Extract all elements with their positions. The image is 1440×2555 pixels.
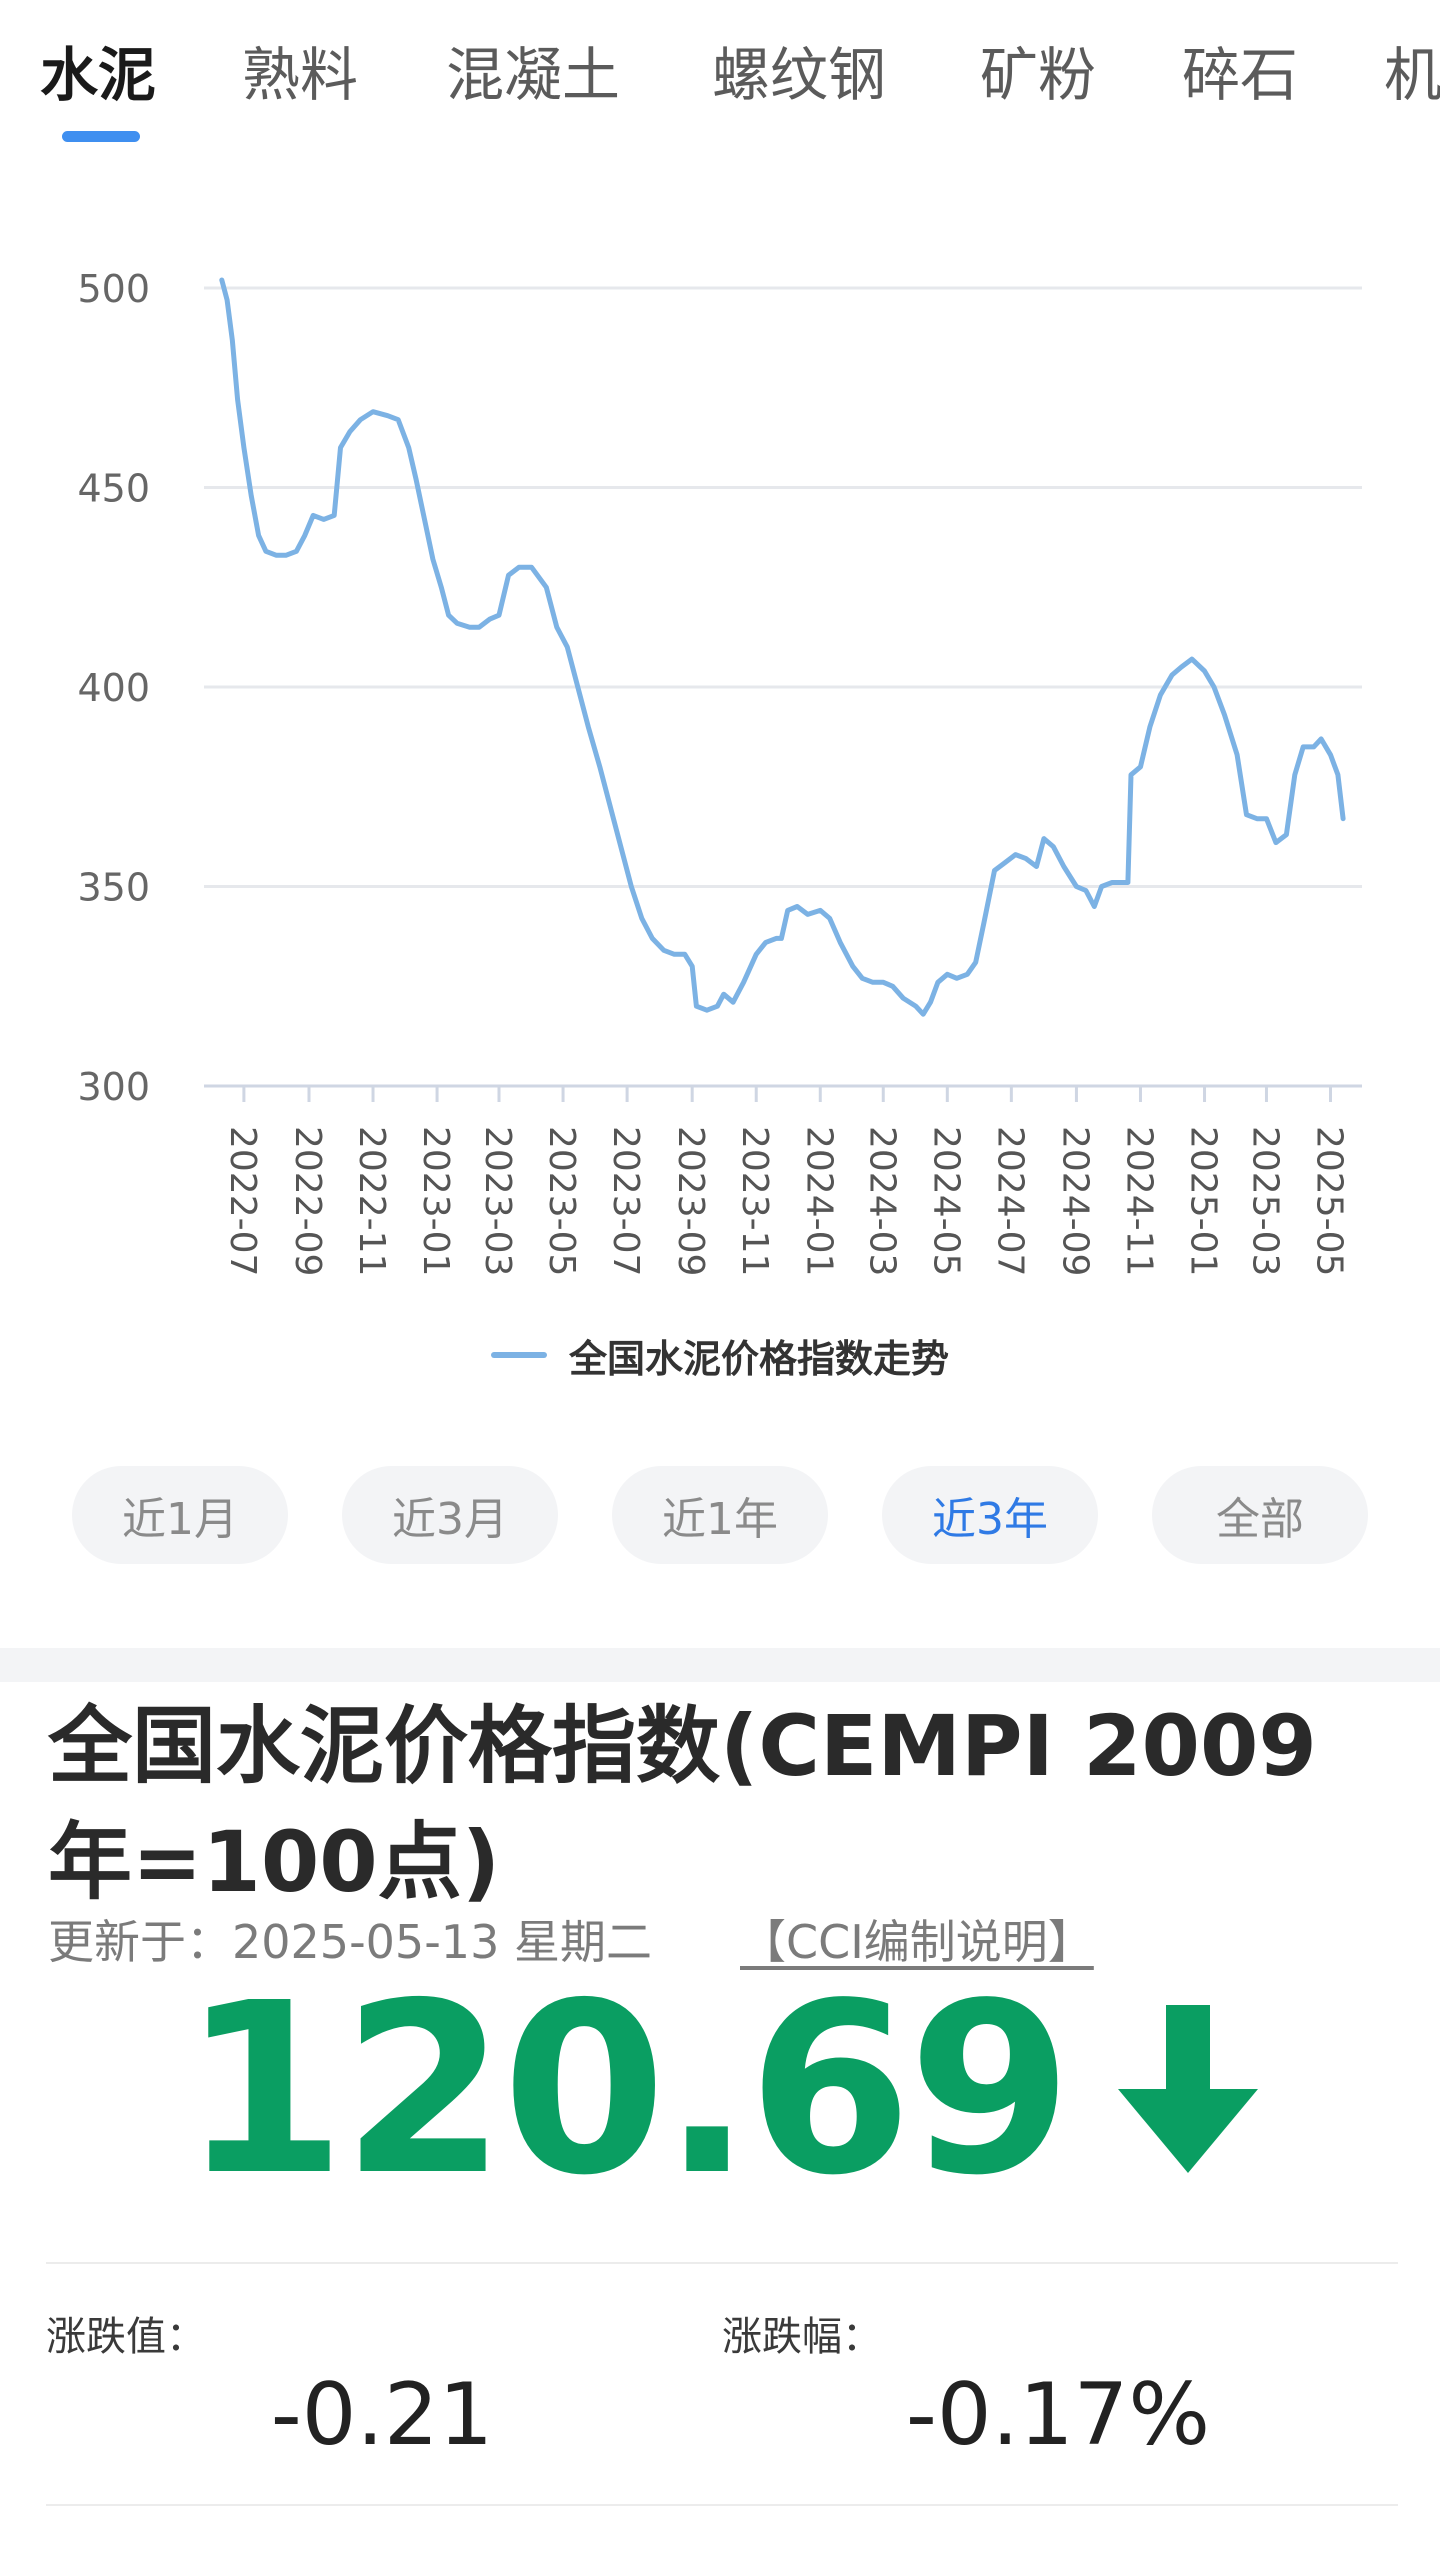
y-tick-label: 300 xyxy=(77,1065,150,1109)
section-divider xyxy=(0,1648,1440,1682)
change-percent-value: -0.17% xyxy=(905,2365,1211,2465)
x-tick-label: 2023-03 xyxy=(477,1126,518,1276)
cci-methodology-link[interactable]: 【CCI编制说明】 xyxy=(740,1915,1094,1969)
category-tab-bar: 水泥 熟料 混凝土 螺纹钢 矿粉 碎石 机 xyxy=(0,0,1440,160)
chart-legend[interactable]: 全国水泥价格指数走势 xyxy=(0,1330,1440,1381)
tab-concrete[interactable]: 混凝土 xyxy=(446,41,621,109)
y-tick-label: 500 xyxy=(77,267,150,311)
chart-svg: 500 450 400 350 300 2022-07 2022-09 2022-11 2023… xyxy=(77,267,1362,1276)
price-index-chart[interactable]: 500 450 400 350 300 2022-07 2022-09 2022-11 2023… xyxy=(0,200,1440,1380)
series-line xyxy=(219,277,1346,1017)
x-tick-label: 2025-03 xyxy=(1244,1126,1285,1276)
tab-cement[interactable]: 水泥 xyxy=(40,41,157,109)
change-percent-label: 涨跌幅： xyxy=(722,2314,882,2360)
x-tick-label: 2023-01 xyxy=(415,1126,456,1276)
x-tick-label: 2022-11 xyxy=(351,1126,392,1276)
x-tick-label: 2024-01 xyxy=(798,1126,839,1276)
arrow-down-icon xyxy=(1118,2005,1259,2173)
x-tick-label: 2022-07 xyxy=(222,1126,263,1276)
legend-label: 全国水泥价格指数走势 xyxy=(568,1336,949,1381)
index-title: 全国水泥价格指数(CEMPI 2009年=100点) xyxy=(48,1697,1317,1911)
x-tick-label: 2024-11 xyxy=(1118,1126,1159,1276)
change-value-label: 涨跌值： xyxy=(46,2314,206,2360)
y-tick-label: 450 xyxy=(77,467,150,511)
tab-slag-powder[interactable]: 矿粉 xyxy=(980,41,1097,109)
range-1-month-button[interactable]: 近1月 xyxy=(72,1466,288,1564)
tab-clinker[interactable]: 熟料 xyxy=(242,41,359,109)
tab-machinery[interactable]: 机 xyxy=(1384,41,1440,109)
active-tab-indicator xyxy=(62,131,140,142)
current-index-row: 120.69 xyxy=(0,1952,1440,2227)
change-value: -0.21 xyxy=(270,2365,494,2465)
x-tick-label: 2025-05 xyxy=(1309,1126,1350,1276)
tab-rebar[interactable]: 螺纹钢 xyxy=(712,41,887,109)
legend-swatch xyxy=(490,1352,547,1358)
range-1-year-button[interactable]: 近1年 xyxy=(612,1466,828,1564)
x-tick-label: 2023-09 xyxy=(670,1126,711,1276)
range-3-months-button[interactable]: 近3月 xyxy=(342,1466,558,1564)
x-tick-label: 2023-07 xyxy=(605,1126,646,1276)
y-tick-label: 400 xyxy=(77,666,150,710)
x-tick-label: 2024-03 xyxy=(861,1126,902,1276)
stats-bottom-divider xyxy=(46,2504,1398,2506)
current-index-value: 120.69 xyxy=(181,1952,1073,2227)
y-tick-label: 350 xyxy=(77,866,150,910)
time-range-selector: 近1月 近3月 近1年 近3年 全部 xyxy=(72,1466,1368,1564)
range-3-years-button[interactable]: 近3年 xyxy=(882,1466,1098,1564)
x-tick-label: 2023-11 xyxy=(734,1126,775,1276)
range-all-button[interactable]: 全部 xyxy=(1152,1466,1368,1564)
x-tick-label: 2023-05 xyxy=(541,1126,582,1276)
x-tick-label: 2024-07 xyxy=(989,1126,1030,1276)
stats-top-divider xyxy=(46,2262,1398,2264)
x-tick-label: 2024-05 xyxy=(925,1126,966,1276)
update-date: 更新于：2025-05-13 星期二 xyxy=(48,1915,652,1969)
x-tick-label: 2022-09 xyxy=(287,1126,328,1276)
tab-gravel[interactable]: 碎石 xyxy=(1182,41,1299,109)
x-tick-label: 2025-01 xyxy=(1183,1126,1224,1276)
x-tick-label: 2024-09 xyxy=(1054,1126,1095,1276)
